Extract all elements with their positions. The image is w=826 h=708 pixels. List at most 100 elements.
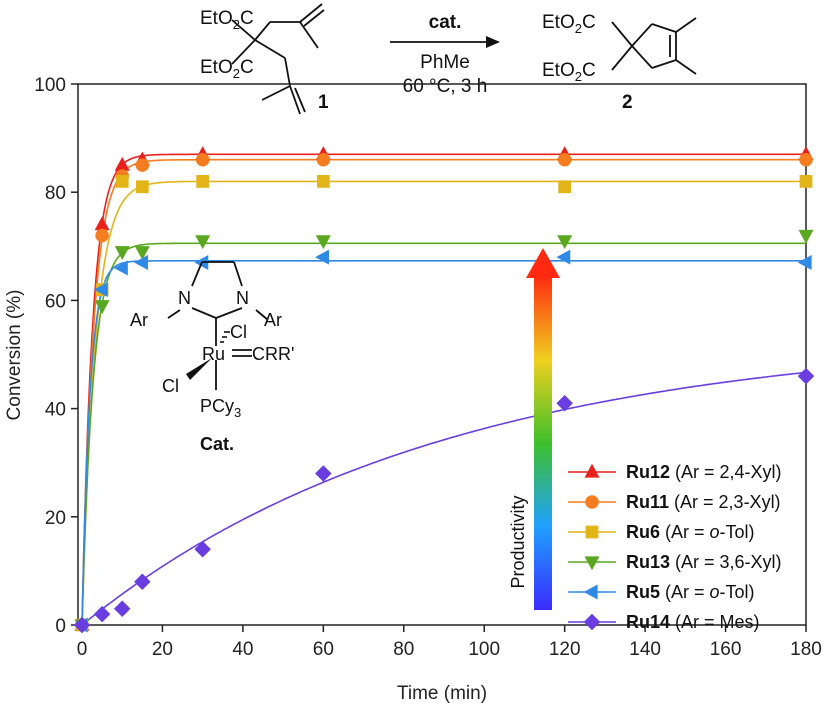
data-point-ru11 — [557, 152, 572, 167]
x-tick-label: 120 — [549, 639, 581, 660]
legend-label-ru12: Ru12 (Ar = 2,4-Xyl) — [626, 462, 782, 482]
ru-cl-hash — [220, 331, 230, 343]
arrow-catalyst-label: cat. — [429, 12, 462, 33]
data-point-ru11 — [135, 158, 150, 172]
legend-label-ru13: Ru13 (Ar = 3,6-Xyl) — [626, 552, 782, 572]
ru-cl-wedge — [186, 358, 212, 380]
x-tick-label: 0 — [77, 639, 88, 660]
data-point-ru5 — [556, 249, 571, 265]
catalyst-ar-right: Ar — [264, 310, 282, 330]
catalyst-n-left: N — [178, 288, 191, 308]
data-point-ru5 — [134, 255, 148, 271]
data-point-ru13 — [94, 300, 110, 315]
data-point-ru13 — [114, 246, 130, 260]
catalyst-structure: Ar N N Ar Cl Ru CRR' Cl PCy3 Cat. — [130, 261, 294, 454]
data-point-ru11 — [195, 152, 210, 167]
legend-label-ru14: Ru14 (Ar = Mes) — [626, 612, 760, 632]
data-point-ru5 — [797, 255, 812, 271]
data-point-ru6 — [135, 180, 149, 194]
catalyst-cl-left: Cl — [162, 376, 179, 396]
data-point-ru13 — [798, 229, 814, 244]
y-tick-label: 80 — [45, 183, 66, 204]
y-axis-title: Conversion (%) — [4, 290, 25, 421]
data-point-ru5 — [315, 249, 329, 265]
data-point-ru11 — [316, 152, 331, 167]
product-label: 2 — [622, 92, 633, 113]
x-tick-label: 100 — [468, 639, 500, 660]
reaction-scheme: EtO2C EtO2C 1 cat. PhMe 60 °C, 3 h EtO2C — [200, 3, 697, 115]
productivity-arrow-head — [526, 248, 560, 278]
data-point-ru12 — [114, 156, 130, 171]
data-point-ru5 — [93, 282, 108, 298]
plot-area: 0 20 40 60 80 100 120 140 160 180 0 20 40 60 80 100 Ti… — [4, 75, 822, 704]
substrate-structure — [231, 3, 323, 115]
series-layer — [73, 146, 815, 634]
y-axis: 0 20 40 60 80 100 — [34, 75, 78, 637]
legend-label-ru6: Ru6 (Ar = o-Tol) — [626, 522, 755, 542]
substrate-ester-1: EtO2C — [200, 8, 254, 32]
productivity-label: Productivity — [508, 495, 528, 588]
catalyst-ru: Ru — [202, 344, 225, 364]
data-point-ru6 — [196, 175, 210, 188]
catalyst-label: Cat. — [200, 434, 234, 454]
x-tick-label: 20 — [152, 639, 173, 660]
data-point-ru13 — [134, 246, 150, 260]
legend-marker-ru5 — [583, 584, 598, 600]
x-tick-label: 80 — [393, 639, 414, 660]
catalyst-n-right: N — [236, 288, 249, 308]
data-point-ru13 — [315, 235, 331, 250]
y-tick-label: 0 — [55, 616, 66, 637]
data-point-ru14 — [113, 600, 131, 618]
data-point-ru6 — [799, 175, 813, 188]
catalyst-bonds — [167, 261, 269, 390]
legend-marker-ru12 — [584, 463, 600, 478]
data-point-ru14 — [73, 616, 91, 634]
legend-label-ru11: Ru11 (Ar = 2,3-Xyl) — [626, 492, 781, 512]
arrow-solvent-label: PhMe — [420, 52, 470, 73]
data-point-ru6 — [558, 180, 572, 194]
product-structure — [611, 17, 697, 75]
data-point-ru11 — [95, 228, 109, 243]
legend: Productivity Ru12 (Ar = 2,4-Xyl) Ru11 (Ar… — [508, 248, 782, 632]
data-point-ru13 — [195, 235, 211, 250]
plot-frame — [77, 83, 807, 626]
substrate-ester-2: EtO2C — [200, 57, 254, 81]
arrow-conditions-label: 60 °C, 3 h — [403, 76, 488, 97]
legend-marker-ru13 — [584, 556, 600, 571]
x-tick-label: 60 — [313, 639, 334, 660]
x-axis-title: Time (min) — [397, 683, 487, 704]
catalyst-alkylidene: CRR' — [252, 344, 294, 364]
catalyst-phosphine: PCy3 — [200, 396, 241, 420]
product-ester-2: EtO2C — [542, 60, 596, 84]
y-tick-label: 60 — [45, 291, 66, 312]
data-point-ru6 — [316, 175, 330, 188]
data-point-ru14 — [134, 573, 151, 590]
x-tick-label: 160 — [710, 639, 742, 660]
data-point-ru14 — [556, 394, 573, 412]
legend-marker-ru11 — [585, 495, 599, 509]
data-point-ru6 — [115, 175, 129, 188]
legend-marker-ru14 — [583, 613, 601, 631]
x-tick-label: 40 — [232, 639, 253, 660]
data-point-ru14 — [315, 465, 332, 482]
data-point-ru14 — [797, 367, 815, 385]
data-point-ru11 — [799, 152, 813, 167]
legend-marker-ru6 — [585, 525, 599, 539]
legend-items: Ru12 (Ar = 2,4-Xyl) Ru11 (Ar = 2,3-Xyl) Ru… — [568, 462, 782, 632]
reaction-arrowhead — [486, 36, 500, 48]
y-tick-label: 100 — [34, 75, 66, 96]
data-point-ru5 — [113, 260, 128, 276]
productivity-arrow-shaft — [534, 276, 552, 610]
catalyst-ar-left: Ar — [130, 310, 148, 330]
substrate-double-bonds — [294, 9, 325, 113]
data-point-ru14 — [194, 541, 211, 558]
x-tick-label: 180 — [790, 639, 822, 660]
y-tick-label: 20 — [45, 508, 66, 529]
y-tick-label: 40 — [45, 400, 66, 421]
x-tick-label: 140 — [629, 639, 661, 660]
data-point-ru14 — [93, 605, 111, 623]
substrate-label: 1 — [318, 92, 329, 113]
product-ester-1: EtO2C — [542, 12, 596, 36]
x-axis: 0 20 40 60 80 100 120 140 160 180 — [77, 625, 822, 660]
